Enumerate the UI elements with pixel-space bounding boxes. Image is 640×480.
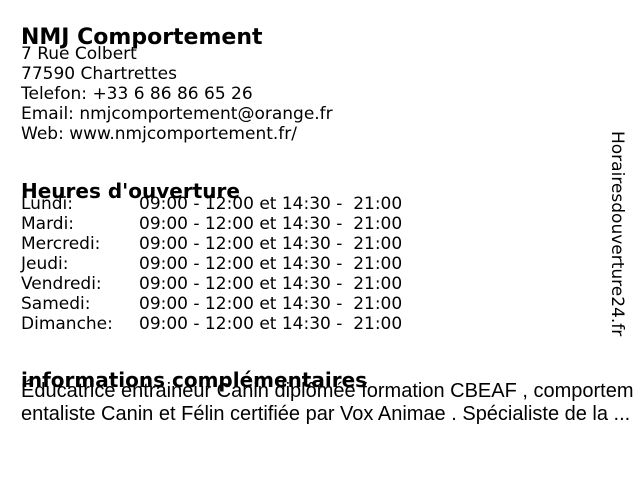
- day-label: Jeudi:: [21, 254, 69, 274]
- day-hours: 09:00 - 12:00 et 14:30 - 21:00: [139, 314, 403, 334]
- opening-hours-heading: Heures d'ouverture: [21, 178, 240, 203]
- day-label: Vendredi:: [21, 274, 102, 294]
- site-watermark: Horairesdouverture24.fr: [607, 131, 627, 337]
- hours-row-tuesday: Mardi: 09:00 - 12:00 et 14:30 - 21:00: [21, 214, 402, 234]
- day-hours: 09:00 - 12:00 et 14:30 - 21:00: [139, 274, 403, 294]
- email-label: Email:: [21, 104, 74, 124]
- additional-info-line-1: Éducatrice entraineur Canin diplômée for…: [21, 380, 634, 402]
- email-value: nmjcomportement@orange.fr: [79, 104, 333, 124]
- day-label: Samedi:: [21, 294, 91, 314]
- additional-info-heading: informations complémentaires: [21, 367, 368, 392]
- additional-info-text: Éducatrice entraineur Canin diplômée for…: [21, 380, 634, 425]
- hours-row-friday: Vendredi: 09:00 - 12:00 et 14:30 - 21:00: [21, 274, 402, 294]
- hours-row-sunday: Dimanche: 09:00 - 12:00 et 14:30 - 21:00: [21, 314, 402, 334]
- hours-row-monday: Lundi: 09:00 - 12:00 et 14:30 - 21:00: [21, 194, 402, 214]
- web-value: www.nmjcomportement.fr/: [69, 124, 297, 144]
- day-label: Mardi:: [21, 214, 75, 234]
- day-hours: 09:00 - 12:00 et 14:30 - 21:00: [139, 214, 403, 234]
- phone-line: Telefon: +33 6 86 86 65 26: [21, 84, 333, 104]
- hours-row-wednesday: Mercredi: 09:00 - 12:00 et 14:30 - 21:00: [21, 234, 402, 254]
- day-label: Mercredi:: [21, 234, 101, 254]
- day-label: Dimanche:: [21, 314, 113, 334]
- phone-value: +33 6 86 86 65 26: [92, 84, 253, 104]
- address-block: 7 Rue Colbert 77590 Chartrettes Telefon:…: [21, 44, 333, 144]
- additional-info-line-2: entaliste Canin et Félin certifiée par V…: [21, 402, 631, 425]
- page-title: NMJ Comportement: [21, 24, 263, 50]
- opening-hours-table: Lundi: 09:00 - 12:00 et 14:30 - 21:00 Ma…: [21, 194, 402, 334]
- day-hours: 09:00 - 12:00 et 14:30 - 21:00: [139, 254, 403, 274]
- hours-row-thursday: Jeudi: 09:00 - 12:00 et 14:30 - 21:00: [21, 254, 402, 274]
- address-street: 7 Rue Colbert: [21, 44, 137, 64]
- web-label: Web:: [21, 124, 64, 144]
- web-line: Web: www.nmjcomportement.fr/: [21, 124, 333, 144]
- hours-row-saturday: Samedi: 09:00 - 12:00 et 14:30 - 21:00: [21, 294, 402, 314]
- day-hours: 09:00 - 12:00 et 14:30 - 21:00: [139, 234, 403, 254]
- day-hours: 09:00 - 12:00 et 14:30 - 21:00: [139, 194, 403, 214]
- phone-label: Telefon:: [21, 84, 88, 104]
- address-city: 77590 Chartrettes: [21, 64, 177, 84]
- day-label: Lundi:: [21, 194, 73, 214]
- day-hours: 09:00 - 12:00 et 14:30 - 21:00: [139, 294, 403, 314]
- email-line: Email: nmjcomportement@orange.fr: [21, 104, 333, 124]
